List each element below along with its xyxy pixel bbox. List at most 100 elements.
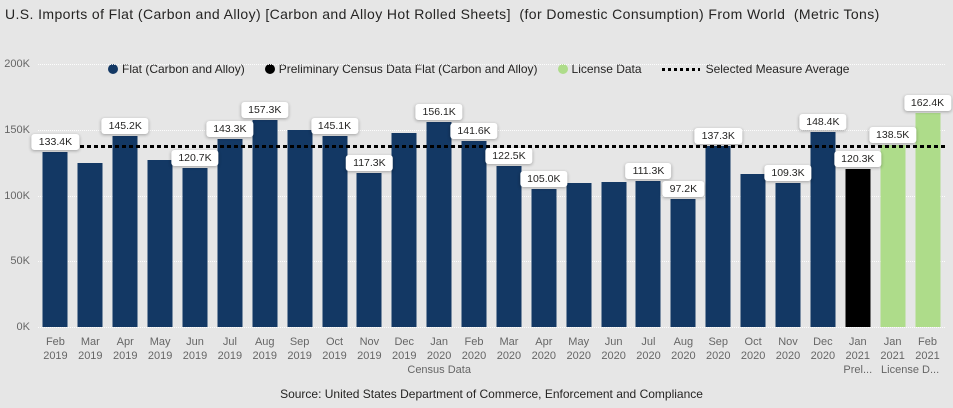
average-line	[38, 144, 945, 148]
data-label: 97.2K	[662, 181, 705, 198]
x-tick-year: 2020	[706, 349, 731, 362]
bar-license-feb-2021[interactable]	[915, 113, 941, 327]
data-label: 145.1K	[310, 118, 359, 135]
x-tick-year: 2019	[78, 349, 103, 362]
bar-census-sep-2020[interactable]	[705, 146, 731, 327]
bar-census-aug-2019[interactable]	[252, 120, 278, 327]
source-note: Source: United States Department of Comm…	[280, 387, 703, 401]
x-tick-month: Jun	[186, 336, 204, 348]
gridline	[38, 64, 945, 65]
x-tick-aug-2020: Aug 2020	[671, 336, 695, 363]
x-tick-month: Jan	[848, 336, 867, 348]
x-tick-month: Mar	[80, 336, 100, 348]
x-tick-year: 2020	[531, 349, 557, 362]
x-tick-feb-2019: Feb 2019	[43, 336, 67, 363]
dotted-line-icon	[661, 67, 700, 71]
bar-census-jun-2020[interactable]	[601, 181, 627, 327]
legend-item-average[interactable]: Selected Measure Average	[661, 62, 849, 76]
data-label: 117.3K	[346, 154, 393, 171]
x-tick-month: Jul	[641, 336, 656, 348]
data-label: 120.3K	[834, 150, 882, 167]
x-tick-aug-2019: Aug 2019	[253, 336, 277, 363]
bar-census-may-2019[interactable]	[147, 159, 173, 327]
gridline	[38, 261, 945, 263]
bar-census-nov-2019[interactable]	[356, 172, 382, 327]
legend: Flat (Carbon and Alloy) Preliminary Censu…	[108, 61, 849, 77]
x-tick-month: Feb	[464, 336, 484, 348]
x-tick-month: Dec	[394, 336, 415, 348]
y-tick-label: 200K	[4, 58, 30, 70]
bar-census-jan-2020[interactable]	[426, 121, 452, 327]
x-tick-month: Jan	[430, 336, 449, 348]
x-tick-may-2019: May 2019	[148, 336, 172, 363]
x-tick-year: 2019	[217, 349, 243, 362]
x-tick-month: Jun	[604, 336, 623, 348]
x-tick-year: 2020	[601, 349, 626, 362]
x-tick-year: 2019	[112, 349, 138, 362]
legend-item-license[interactable]: License Data	[557, 62, 642, 76]
bar-prelim-jan-2021[interactable]	[845, 168, 871, 327]
bar-census-jun-2019[interactable]	[182, 168, 208, 327]
group-label-census-data: Census Data	[407, 364, 471, 376]
data-label: 141.6K	[450, 122, 498, 139]
bar-census-apr-2019[interactable]	[112, 136, 138, 327]
y-tick-label: 150K	[4, 123, 30, 136]
x-tick-jan-2020: Jan 2020	[427, 336, 451, 363]
bar-census-nov-2020[interactable]	[775, 183, 801, 327]
bar-census-oct-2019[interactable]	[322, 136, 348, 327]
bar-census-dec-2019[interactable]	[391, 132, 417, 327]
x-tick-year: 2019	[287, 349, 312, 362]
x-tick-month: May	[568, 336, 590, 348]
bar-license-jan-2021[interactable]	[880, 144, 906, 327]
legend-item-label: Flat (Carbon and Alloy)	[122, 62, 245, 76]
x-tick-year: 2019	[357, 349, 382, 362]
x-tick-year: 2020	[496, 349, 522, 362]
bar-census-sep-2019[interactable]	[287, 130, 313, 327]
x-tick-year: 2021	[915, 349, 940, 362]
bar-census-mar-2019[interactable]	[77, 163, 103, 327]
x-tick-year: 2019	[252, 349, 277, 362]
data-label: 138.5K	[869, 126, 917, 143]
bar-census-dec-2020[interactable]	[810, 131, 836, 327]
x-tick-year: 2019	[182, 349, 208, 362]
group-label-prelim-data: Prel...	[843, 364, 873, 376]
x-tick-jun-2019: Jun 2019	[183, 336, 207, 363]
x-tick-year: 2020	[566, 349, 591, 362]
data-label: 137.3K	[694, 128, 742, 145]
x-tick-jan-2021: Jan 2021	[846, 336, 870, 363]
x-tick-month: Mar	[499, 336, 519, 348]
gridline	[38, 195, 945, 197]
bar-census-jul-2020[interactable]	[635, 180, 661, 327]
y-tick-label: 0K	[16, 321, 30, 333]
x-tick-year: 2019	[147, 349, 173, 362]
data-label: 120.7K	[171, 150, 219, 167]
bar-census-jul-2019[interactable]	[217, 138, 243, 327]
data-label: 109.3K	[764, 165, 812, 182]
x-tick-month: Aug	[254, 336, 275, 348]
bar-census-feb-2019[interactable]	[42, 151, 68, 327]
legend-item-census[interactable]: Flat (Carbon and Alloy)	[108, 62, 245, 76]
data-label: 111.3K	[625, 162, 672, 179]
bar-census-oct-2020[interactable]	[740, 173, 766, 327]
circle-marker-icon	[108, 64, 118, 74]
bar-census-aug-2020[interactable]	[670, 199, 696, 327]
y-tick-label: 100K	[4, 189, 30, 202]
x-tick-month: Feb	[45, 336, 65, 348]
legend-item-prelim[interactable]: Preliminary Census Data Flat (Carbon and…	[264, 62, 538, 76]
bar-census-mar-2020[interactable]	[496, 165, 522, 327]
x-tick-feb-2021: Feb 2021	[915, 336, 939, 363]
y-axis: 200K 150K 100K 50K 0K	[0, 58, 32, 333]
x-tick-year: 2020	[636, 349, 661, 362]
x-tick-year: 2020	[810, 349, 836, 362]
bar-census-feb-2020[interactable]	[461, 140, 487, 327]
x-tick-sep-2020: Sep 2020	[706, 336, 730, 363]
x-tick-jun-2020: Jun 2020	[601, 336, 625, 363]
x-tick-year: 2020	[740, 349, 766, 362]
data-label: 156.1K	[415, 103, 463, 120]
x-tick-mar-2020: Mar 2020	[497, 336, 521, 363]
x-tick-year: 2020	[775, 349, 801, 362]
data-label: 105.0K	[520, 170, 568, 187]
bar-census-may-2020[interactable]	[566, 183, 592, 327]
bar-census-apr-2020[interactable]	[531, 188, 557, 327]
